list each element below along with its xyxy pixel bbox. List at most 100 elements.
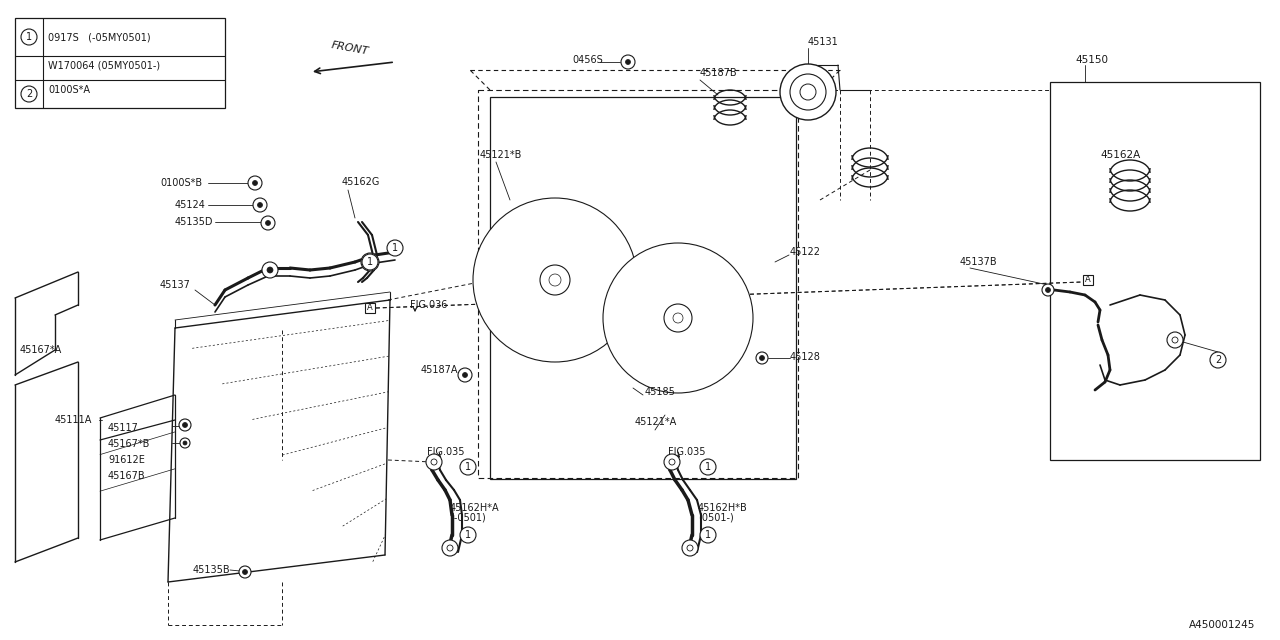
Circle shape (239, 566, 251, 578)
Text: 45111A: 45111A (55, 415, 92, 425)
Circle shape (265, 221, 270, 225)
Circle shape (261, 216, 275, 230)
Circle shape (549, 274, 561, 286)
Text: 45150: 45150 (1075, 55, 1108, 65)
Text: A: A (1085, 275, 1091, 285)
Circle shape (1172, 337, 1178, 343)
Text: 45137: 45137 (159, 280, 189, 290)
Circle shape (603, 243, 753, 393)
Circle shape (1046, 287, 1051, 292)
Text: 45167B: 45167B (108, 471, 146, 481)
Circle shape (362, 254, 378, 270)
Circle shape (1167, 332, 1183, 348)
Circle shape (253, 198, 268, 212)
Text: 0456S: 0456S (572, 55, 603, 65)
Text: 45187B: 45187B (700, 68, 737, 78)
Bar (477, 90, 797, 478)
Text: FRONT: FRONT (330, 40, 369, 57)
Text: (-0501): (-0501) (451, 513, 485, 523)
Text: 45121*B: 45121*B (480, 150, 522, 160)
Bar (490, 97, 796, 479)
Circle shape (431, 459, 436, 465)
Text: 45167*B: 45167*B (108, 439, 150, 449)
Text: 45162G: 45162G (342, 177, 380, 187)
Circle shape (682, 540, 698, 556)
Bar (15, 18, 225, 108)
Circle shape (780, 64, 836, 120)
Circle shape (387, 240, 403, 256)
Circle shape (664, 304, 692, 332)
Circle shape (248, 176, 262, 190)
Circle shape (257, 202, 262, 207)
Circle shape (1042, 284, 1053, 296)
Circle shape (700, 459, 716, 475)
Text: FIG.035: FIG.035 (668, 447, 705, 457)
Text: 45121*A: 45121*A (635, 417, 677, 427)
Circle shape (756, 352, 768, 364)
Circle shape (687, 545, 692, 551)
Text: 45162H*A: 45162H*A (451, 503, 499, 513)
Circle shape (700, 527, 716, 543)
Circle shape (458, 368, 472, 382)
Text: 45128: 45128 (790, 352, 820, 362)
Text: 1: 1 (26, 32, 32, 42)
Circle shape (673, 313, 684, 323)
Text: 45162H*B: 45162H*B (698, 503, 748, 513)
Circle shape (790, 74, 826, 110)
Text: 0100S*B: 0100S*B (160, 178, 202, 188)
Circle shape (1210, 352, 1226, 368)
Text: 45137B: 45137B (960, 257, 997, 267)
Circle shape (621, 55, 635, 69)
Bar (365, 303, 375, 313)
Text: 0100S*A: 0100S*A (49, 85, 90, 95)
Text: 45135D: 45135D (175, 217, 214, 227)
Text: 1: 1 (705, 530, 712, 540)
Circle shape (183, 422, 187, 428)
Circle shape (460, 459, 476, 475)
Circle shape (462, 372, 467, 378)
Text: 45187A: 45187A (421, 365, 458, 375)
Circle shape (242, 570, 247, 575)
Text: 45167*A: 45167*A (20, 345, 63, 355)
Circle shape (540, 265, 570, 295)
Text: 45135B: 45135B (193, 565, 230, 575)
Circle shape (460, 527, 476, 543)
Circle shape (20, 29, 37, 45)
Text: 45122: 45122 (790, 247, 820, 257)
Circle shape (626, 60, 631, 65)
Text: 0917S   (-05MY0501): 0917S (-05MY0501) (49, 32, 151, 42)
Text: 45131: 45131 (808, 37, 838, 47)
Circle shape (268, 267, 273, 273)
Text: 1: 1 (392, 243, 398, 253)
Text: A450001245: A450001245 (1189, 620, 1254, 630)
Circle shape (20, 86, 37, 102)
Text: 1: 1 (465, 530, 471, 540)
Circle shape (442, 540, 458, 556)
Circle shape (759, 355, 764, 360)
Text: 91612E: 91612E (108, 455, 145, 465)
Circle shape (361, 253, 379, 271)
Text: FIG.036: FIG.036 (410, 300, 448, 310)
Text: 45162A: 45162A (1100, 150, 1140, 160)
Circle shape (800, 84, 817, 100)
Circle shape (447, 545, 453, 551)
Text: 45124: 45124 (175, 200, 206, 210)
Circle shape (474, 198, 637, 362)
Circle shape (426, 454, 442, 470)
Text: 1: 1 (465, 462, 471, 472)
Text: 45185: 45185 (645, 387, 676, 397)
Text: A: A (367, 303, 372, 312)
Text: FIG.035: FIG.035 (428, 447, 465, 457)
Text: 45117: 45117 (108, 423, 138, 433)
Text: (0501-): (0501-) (698, 513, 733, 523)
Bar (1050, 82, 1260, 460)
Circle shape (262, 262, 278, 278)
Text: 1: 1 (367, 257, 372, 267)
Text: 2: 2 (1215, 355, 1221, 365)
Circle shape (179, 419, 191, 431)
Text: 2: 2 (26, 89, 32, 99)
Circle shape (252, 180, 257, 186)
Circle shape (664, 454, 680, 470)
Circle shape (183, 441, 187, 445)
Circle shape (669, 459, 675, 465)
